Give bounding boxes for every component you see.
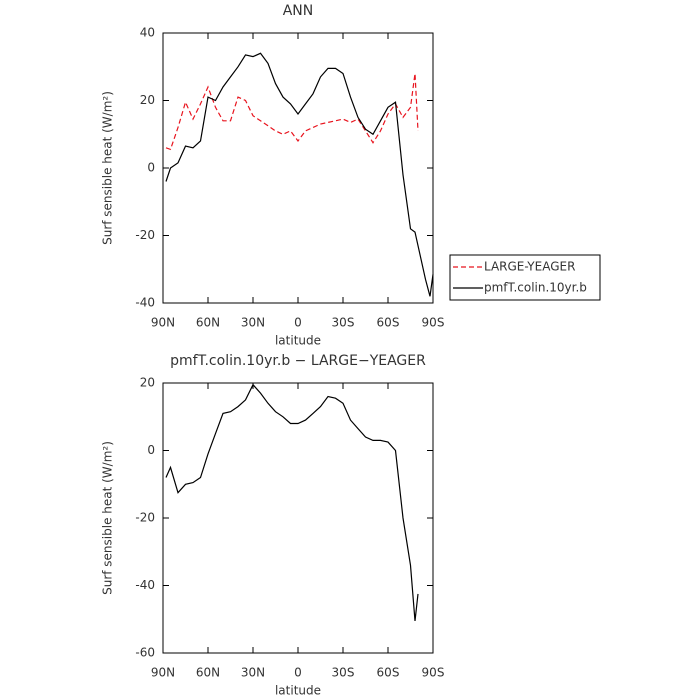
x-axis-label: latitude <box>275 684 321 698</box>
x-tick-label: 90N <box>151 666 175 680</box>
x-tick-label: 60S <box>377 666 400 680</box>
x-tick-label: 60S <box>377 316 400 330</box>
y-tick-label: 0 <box>147 161 155 175</box>
plot-frame <box>162 32 434 304</box>
x-tick-label: 90N <box>151 316 175 330</box>
x-tick-label: 30N <box>241 316 265 330</box>
legend-box <box>449 254 601 301</box>
data-line <box>165 73 419 151</box>
chart-title: ANN <box>283 3 314 19</box>
y-tick-label: -20 <box>135 511 155 525</box>
y-tick-label: -40 <box>135 578 155 592</box>
x-tick-label: 90S <box>422 316 445 330</box>
y-tick-label: 20 <box>140 93 155 107</box>
x-tick-label: 30S <box>332 666 355 680</box>
x-tick-label: 60N <box>196 666 220 680</box>
y-tick-label: 20 <box>140 376 155 390</box>
x-tick-label: 30N <box>241 666 265 680</box>
y-tick-label: 0 <box>147 443 155 457</box>
data-line <box>165 52 434 297</box>
y-axis-label: Surf sensible heat (W/m²) <box>101 441 115 595</box>
y-tick-label: -20 <box>135 228 155 242</box>
x-tick-label: 90S <box>422 666 445 680</box>
x-tick-label: 0 <box>294 316 302 330</box>
x-tick-label: 0 <box>294 666 302 680</box>
plot-frame <box>162 382 434 654</box>
x-axis-label: latitude <box>275 334 321 348</box>
y-tick-label: -60 <box>135 646 155 660</box>
legend-label: LARGE-YEAGER <box>484 260 575 274</box>
chart-title: pmfT.colin.10yr.b − LARGE−YEAGER <box>170 353 426 369</box>
x-tick-label: 30S <box>332 316 355 330</box>
y-tick-label: -40 <box>135 296 155 310</box>
x-tick-label: 60N <box>196 316 220 330</box>
data-line <box>165 383 419 621</box>
legend-label: pmfT.colin.10yr.b <box>484 281 587 295</box>
y-tick-label: 40 <box>140 26 155 40</box>
y-axis-label: Surf sensible heat (W/m²) <box>101 91 115 245</box>
